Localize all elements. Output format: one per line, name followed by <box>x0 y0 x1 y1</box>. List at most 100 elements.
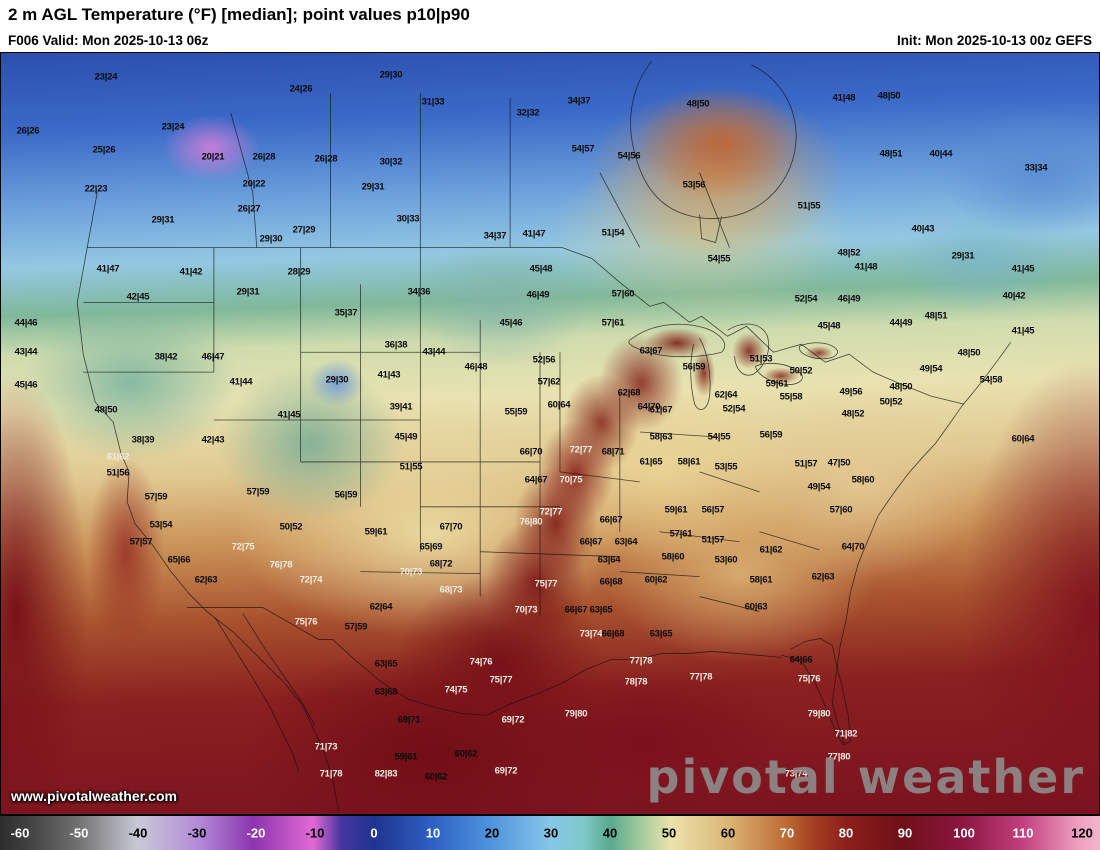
point-value: 78|78 <box>624 676 648 688</box>
point-value: 58|60 <box>661 551 685 563</box>
point-value: 41|45 <box>277 409 301 421</box>
point-value: 48|50 <box>686 98 710 110</box>
point-value: 62|64 <box>714 389 738 401</box>
point-value: 57|59 <box>246 486 270 498</box>
point-value: 51|53 <box>749 353 773 365</box>
point-value: 49|56 <box>839 386 863 398</box>
colorbar-tick: 90 <box>897 825 913 841</box>
point-value: 48|50 <box>889 381 913 393</box>
colorbar-tick: 20 <box>484 825 500 841</box>
point-value: 52|54 <box>722 403 746 415</box>
point-value: 57|61 <box>669 528 693 540</box>
colorbar-tick: 50 <box>661 825 677 841</box>
point-value: 31|33 <box>421 96 445 108</box>
point-value: 75|77 <box>489 674 513 686</box>
point-value: 45|46 <box>14 379 38 391</box>
colorbar-tick: 120 <box>1071 825 1093 841</box>
colorbar-tick: 100 <box>953 825 975 841</box>
point-value: 38|39 <box>131 434 155 446</box>
point-value: 66|67 <box>579 536 603 548</box>
border-lakes-east <box>561 247 965 405</box>
point-value: 40|44 <box>929 148 953 160</box>
point-value: 35|37 <box>334 307 358 319</box>
point-value: 29|30 <box>259 233 283 245</box>
point-value: 41|45 <box>1011 263 1035 275</box>
point-value: 40|42 <box>1002 290 1026 302</box>
point-value: 69|72 <box>494 765 518 777</box>
site-url-link[interactable]: www.pivotalweather.com <box>11 788 177 804</box>
map-canvas[interactable]: 23|24 24|26 29|30 31|33 32|32 34|37 48|50 41|48… <box>0 52 1100 815</box>
point-value: 72|75 <box>231 541 255 553</box>
init-time-text: Init: Mon 2025-10-13 00z GEFS <box>896 32 1092 48</box>
point-value: 30|32 <box>379 156 403 168</box>
point-value: 41|45 <box>1011 325 1035 337</box>
point-value: 64|67 <box>524 474 548 486</box>
point-value: 71|78 <box>319 768 343 780</box>
point-value: 20|22 <box>242 178 266 190</box>
point-value: 52|54 <box>794 293 818 305</box>
point-value: 65|69 <box>419 541 443 553</box>
point-value: 63|65 <box>374 658 398 670</box>
point-value: 44|49 <box>889 317 913 329</box>
colorbar-tick: -10 <box>305 825 325 841</box>
point-value: 41|48 <box>832 92 856 104</box>
point-value: 60|62 <box>644 574 668 586</box>
point-value: 23|24 <box>161 121 185 133</box>
point-value: 64|70 <box>637 401 661 413</box>
point-value: 72|74 <box>299 574 323 586</box>
colorbar-tick: 60 <box>720 825 736 841</box>
point-value: 29|31 <box>951 250 975 262</box>
point-value: 57|61 <box>601 317 625 329</box>
point-value: 20|21 <box>201 151 225 163</box>
point-value: 51|55 <box>797 200 821 212</box>
point-value: 62|63 <box>194 574 218 586</box>
hudson-bay-outline <box>630 60 797 244</box>
point-value: 51|57 <box>701 534 725 546</box>
point-value: 63|65 <box>649 628 673 640</box>
point-value: 58|63 <box>649 431 673 443</box>
point-value: 41|47 <box>522 228 546 240</box>
florida-outline <box>781 638 851 746</box>
point-value: 68|72 <box>429 558 453 570</box>
map-borders <box>76 60 1012 812</box>
point-value: 82|83 <box>374 768 398 780</box>
point-value: 48|52 <box>837 247 861 259</box>
point-value: 77|78 <box>629 655 653 667</box>
point-value: 58|61 <box>677 456 701 468</box>
point-value: 61|65 <box>639 456 663 468</box>
point-value: 25|26 <box>92 144 116 156</box>
point-value: 70|73 <box>399 566 423 578</box>
point-value: 54|55 <box>707 431 731 443</box>
point-value: 70|75 <box>559 474 583 486</box>
point-value: 33|34 <box>1024 162 1048 174</box>
point-value: 30|33 <box>396 213 420 225</box>
colorbar-tick: -60 <box>10 825 30 841</box>
point-value: 60|64 <box>1011 433 1035 445</box>
colorbar-tick: 80 <box>838 825 854 841</box>
point-value: 71|82 <box>834 728 858 740</box>
point-value: 50|52 <box>279 521 303 533</box>
point-value: 34|36 <box>407 286 431 298</box>
point-value: 55|58 <box>779 391 803 403</box>
point-value: 64|66 <box>789 654 813 666</box>
point-value: 65|66 <box>167 554 191 566</box>
colorbar-tick: 40 <box>602 825 618 841</box>
point-value: 59|61 <box>664 504 688 516</box>
point-value: 73|74 <box>579 628 603 640</box>
point-value: 64|70 <box>841 541 865 553</box>
colorbar-tick: -20 <box>246 825 266 841</box>
baja-outline <box>214 613 315 772</box>
point-value: 32|32 <box>516 107 540 119</box>
point-value: 57|59 <box>344 621 368 633</box>
point-value: 69|72 <box>501 714 525 726</box>
point-value: 68|73 <box>439 584 463 596</box>
point-value: 26|27 <box>237 203 261 215</box>
point-value: 56|59 <box>682 361 706 373</box>
point-value: 41|44 <box>229 376 253 388</box>
point-value: 50|52 <box>879 396 903 408</box>
colorbar-tick: 30 <box>543 825 559 841</box>
point-value: 41|42 <box>179 266 203 278</box>
point-value: 29|30 <box>379 69 403 81</box>
point-value: 63|68 <box>374 686 398 698</box>
point-value: 51|55 <box>399 461 423 473</box>
